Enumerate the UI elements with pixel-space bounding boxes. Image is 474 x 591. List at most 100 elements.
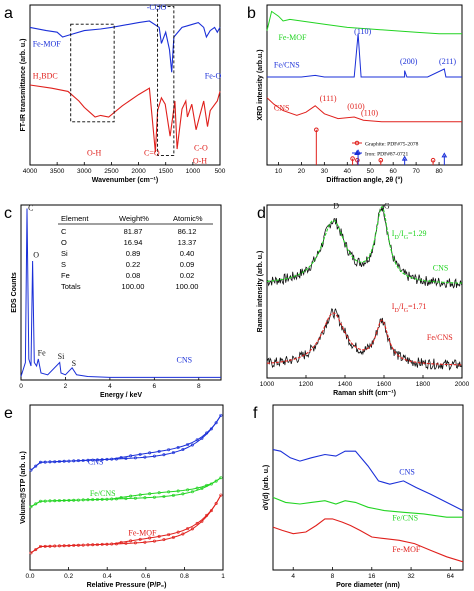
annotation-label: Fe/CNS — [90, 489, 116, 498]
isotherm-point — [138, 493, 142, 497]
isotherm-point — [76, 459, 80, 463]
isotherm-point — [157, 534, 161, 538]
annotation-label: Fe-MOF — [392, 545, 421, 554]
x-tick-label: 16 — [368, 573, 376, 580]
isotherm-point — [167, 533, 171, 537]
isotherm-desorption-fe-cns — [30, 477, 222, 508]
isotherm-point — [129, 539, 133, 543]
series-line-cns — [20, 208, 221, 378]
isotherm-point — [62, 544, 66, 548]
isotherm-point — [34, 548, 38, 552]
y-axis-label: FT-IR transmittance (arb. u.) — [20, 39, 27, 132]
isotherm-point — [119, 540, 123, 544]
isotherm-point — [114, 497, 118, 501]
annotation-label: (211) — [439, 57, 456, 66]
x-tick-label: 0.4 — [103, 573, 112, 580]
annotation-label: Fe/CNS — [392, 514, 418, 523]
x-axis-label: Pore diameter (nm) — [336, 582, 400, 589]
x-tick-label: 70 — [413, 168, 421, 175]
isotherm-point — [176, 489, 180, 493]
isotherm-point — [110, 542, 114, 546]
x-tick-label: 1200 — [299, 381, 314, 388]
panel-a: a 4000 3500 3000 2500 2000 1500 1000 500 Wavenumb… — [4, 3, 226, 184]
isotherm-point — [67, 498, 71, 502]
x-axis-label: Wavenumber (cm⁻¹) — [92, 177, 158, 184]
table-header: Element — [61, 214, 89, 223]
isotherm-point — [48, 499, 52, 503]
x-tick-label: 50 — [367, 168, 375, 175]
isotherm-point — [186, 442, 190, 446]
annotation-label: (110) — [354, 27, 371, 36]
annotation-label: C=O — [144, 148, 160, 157]
isotherm-point — [100, 497, 104, 501]
isotherm-point — [219, 476, 223, 480]
isotherm-point — [152, 539, 156, 543]
table-cell: 86.12 — [178, 227, 197, 236]
panel-letter: a — [4, 5, 13, 22]
x-tick-label: 0 — [19, 383, 23, 390]
isotherm-point — [53, 460, 57, 464]
table-cell: 0.40 — [180, 249, 195, 258]
annotation-label: Fe-MOF — [33, 40, 62, 49]
annotation-label: Si — [58, 352, 65, 361]
table-cell: S — [61, 260, 66, 269]
isotherm-point — [143, 496, 147, 500]
reference-marker — [430, 157, 436, 163]
annotation-label: ID/IG=1.29 — [392, 229, 427, 241]
plot-frame — [272, 404, 464, 571]
isotherm-point — [38, 460, 42, 464]
annotation-label: (010) — [347, 102, 365, 111]
annotation-label: Fe/CNS — [274, 60, 300, 69]
isotherm-point — [167, 448, 171, 452]
panel-b: b 10 20 30 40 50 60 70 80 Diffraction angle, 2θ (… — [247, 4, 463, 184]
isotherm-point — [181, 448, 185, 452]
y-axis-label: XRD intensity (arb.u.) — [257, 49, 264, 120]
annotation-label: CNS — [88, 457, 104, 466]
table-cell: 100.00 — [176, 282, 199, 291]
isotherm-point — [214, 501, 218, 505]
series-line-fe-mof — [272, 518, 464, 563]
x-tick-label: 10 — [275, 168, 283, 175]
isotherm-point — [34, 502, 38, 506]
isotherm-point — [148, 536, 152, 540]
series-line-fe-mof — [266, 10, 462, 35]
annotation-label: CNS — [433, 264, 449, 273]
isotherm-point — [195, 521, 199, 525]
isotherm-point — [133, 456, 137, 460]
isotherm-point — [176, 446, 180, 450]
panel-letter: d — [257, 205, 266, 222]
isotherm-point — [133, 541, 137, 545]
isotherm-point — [57, 544, 61, 548]
isotherm-point — [57, 459, 61, 463]
isotherm-point — [167, 490, 171, 494]
isotherm-point — [219, 493, 223, 497]
isotherm-point — [205, 483, 209, 487]
isotherm-point — [176, 530, 180, 534]
x-tick-label: 1400 — [338, 381, 353, 388]
isotherm-desorption-cns — [30, 415, 222, 471]
annotation-label: Fe-O — [205, 72, 222, 81]
table-cell: 81.87 — [124, 227, 143, 236]
isotherm-point — [76, 543, 80, 547]
isotherm-point — [57, 499, 61, 503]
isotherm-point — [171, 535, 175, 539]
x-tick-label: 1 — [221, 573, 225, 580]
isotherm-point — [162, 453, 166, 457]
reference-marker — [441, 152, 448, 158]
isotherm-point — [67, 459, 71, 463]
isotherm-desorption-fe-mof — [30, 494, 222, 554]
isotherm-point — [195, 438, 199, 442]
x-tick-label: 0.8 — [180, 573, 189, 580]
panel-d: d 1000 1200 1400 1600 1800 2000 Raman shift (cm… — [257, 201, 470, 397]
table-cell: 0.02 — [180, 271, 195, 280]
isotherm-point — [200, 519, 204, 523]
isotherm-point — [162, 538, 166, 542]
series-line-h2bdc — [29, 84, 221, 153]
isotherm-point — [171, 493, 175, 497]
x-tick-label: 0.0 — [25, 573, 34, 580]
isotherm-point — [200, 487, 204, 491]
isotherm-point — [138, 537, 142, 541]
reference-marker — [355, 157, 360, 163]
y-axis-label: EDS Counts — [11, 272, 18, 313]
panel-letter: f — [253, 405, 258, 422]
